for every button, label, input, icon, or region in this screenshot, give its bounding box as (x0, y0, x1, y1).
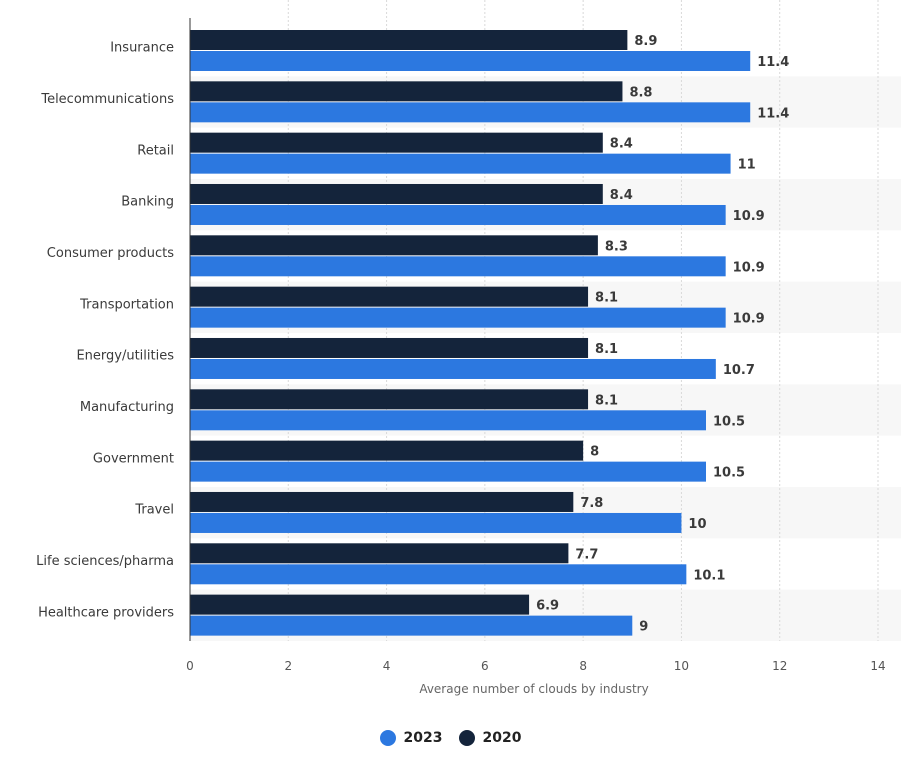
legend-label-2020: 2020 (482, 730, 522, 746)
bar-2020-transportation[interactable] (190, 286, 589, 307)
data-label-2020-telecommunications: 8.8 (629, 85, 652, 100)
data-label-2020-travel: 7.8 (580, 496, 603, 511)
bar-2020-healthcare-providers[interactable] (190, 594, 530, 615)
category-label-consumer-products: Consumer products (47, 246, 174, 261)
data-label-2023-insurance: 11.4 (757, 55, 789, 70)
bar-2020-telecommunications[interactable] (190, 81, 623, 102)
bar-2023-healthcare-providers[interactable] (190, 615, 633, 636)
bar-2020-banking[interactable] (190, 183, 603, 204)
bar-2023-banking[interactable] (190, 204, 726, 225)
data-labels: 8.9 11.4 8.8 11.4 8.4 11 8.4 10.9 8.3 10.9 8.1 10.9… (536, 34, 789, 635)
bar-2020-consumer-products[interactable] (190, 235, 598, 256)
data-label-2020-manufacturing: 8.1 (595, 393, 618, 408)
category-label-energy-utilities: Energy/utilities (76, 349, 174, 364)
x-tick-8: 8 (579, 659, 587, 673)
category-label-banking: Banking (121, 195, 174, 210)
category-labels: Insurance Telecommunications Retail Banking… (36, 41, 174, 621)
category-label-telecommunications: Telecommunications (40, 92, 174, 107)
bar-2020-manufacturing[interactable] (190, 389, 589, 410)
legend-marker-2023 (379, 730, 396, 746)
bar-2020-travel[interactable] (190, 491, 574, 512)
legend-item-2023[interactable]: 2023 (379, 730, 443, 746)
category-label-manufacturing: Manufacturing (80, 400, 174, 415)
data-label-2020-banking: 8.4 (610, 188, 633, 203)
bar-2023-manufacturing[interactable] (190, 410, 706, 431)
data-label-2020-consumer-products: 8.3 (605, 239, 628, 254)
x-tick-12: 12 (772, 659, 787, 673)
bar-2020-insurance[interactable] (190, 30, 628, 50)
legend-item-2020[interactable]: 2020 (458, 730, 522, 746)
bars (190, 30, 751, 636)
data-label-2020-life-sciences-pharma: 7.7 (575, 547, 598, 562)
data-label-2023-manufacturing: 10.5 (713, 414, 745, 429)
bar-2020-life-sciences-pharma[interactable] (190, 543, 569, 564)
category-label-retail: Retail (137, 143, 174, 158)
x-tick-4: 4 (383, 659, 391, 673)
bar-2020-energy-utilities[interactable] (190, 337, 589, 358)
data-label-2023-energy-utilities: 10.7 (723, 363, 755, 378)
bar-2023-government[interactable] (190, 461, 706, 482)
bar-2023-travel[interactable] (190, 512, 682, 533)
x-tick-2: 2 (284, 659, 292, 673)
legend-marker-2020 (458, 730, 475, 746)
legend-label-2023: 2023 (403, 730, 443, 746)
data-label-2020-transportation: 8.1 (595, 291, 618, 306)
data-label-2020-government: 8 (590, 445, 599, 460)
data-label-2023-banking: 10.9 (733, 209, 765, 224)
category-label-government: Government (93, 451, 174, 466)
bar-2020-retail[interactable] (190, 132, 603, 153)
x-tick-10: 10 (674, 659, 689, 673)
category-label-transportation: Transportation (79, 297, 174, 312)
category-label-travel: Travel (134, 503, 174, 518)
data-label-2023-travel: 10 (688, 517, 706, 532)
bar-2023-life-sciences-pharma[interactable] (190, 564, 687, 585)
data-label-2023-government: 10.5 (713, 466, 745, 481)
data-label-2023-healthcare-providers: 9 (639, 620, 648, 635)
bar-2023-insurance[interactable] (190, 51, 751, 71)
legend: 2023 2020 (0, 726, 901, 750)
x-axis-title: Average number of clouds by industry (419, 682, 648, 696)
category-label-life-sciences-pharma: Life sciences/pharma (36, 554, 174, 569)
bar-2020-government[interactable] (190, 440, 584, 461)
bar-2023-energy-utilities[interactable] (190, 358, 716, 379)
data-label-2023-life-sciences-pharma: 10.1 (693, 568, 725, 583)
data-label-2023-transportation: 10.9 (733, 312, 765, 327)
bar-2023-consumer-products[interactable] (190, 256, 726, 277)
data-label-2020-healthcare-providers: 6.9 (536, 599, 559, 614)
bar-2023-retail[interactable] (190, 153, 731, 174)
x-tick-6: 6 (481, 659, 489, 673)
x-tick-14: 14 (870, 659, 885, 673)
data-label-2020-energy-utilities: 8.1 (595, 342, 618, 357)
data-label-2023-telecommunications: 11.4 (757, 106, 789, 121)
category-label-healthcare-providers: Healthcare providers (38, 605, 174, 620)
x-tick-labels: 0 2 4 6 8 10 12 14 (186, 659, 885, 673)
data-label-2023-consumer-products: 10.9 (733, 260, 765, 275)
data-label-2020-retail: 8.4 (610, 137, 633, 152)
data-label-2020-insurance: 8.9 (634, 34, 657, 49)
bar-2023-transportation[interactable] (190, 307, 726, 328)
bar-2023-telecommunications[interactable] (190, 102, 751, 123)
x-tick-0: 0 (186, 659, 194, 673)
category-label-insurance: Insurance (110, 41, 174, 56)
bar-chart: 8.9 11.4 8.8 11.4 8.4 11 8.4 10.9 8.3 10.9 8.1 10.9… (36, 0, 886, 696)
data-label-2023-retail: 11 (738, 158, 756, 173)
